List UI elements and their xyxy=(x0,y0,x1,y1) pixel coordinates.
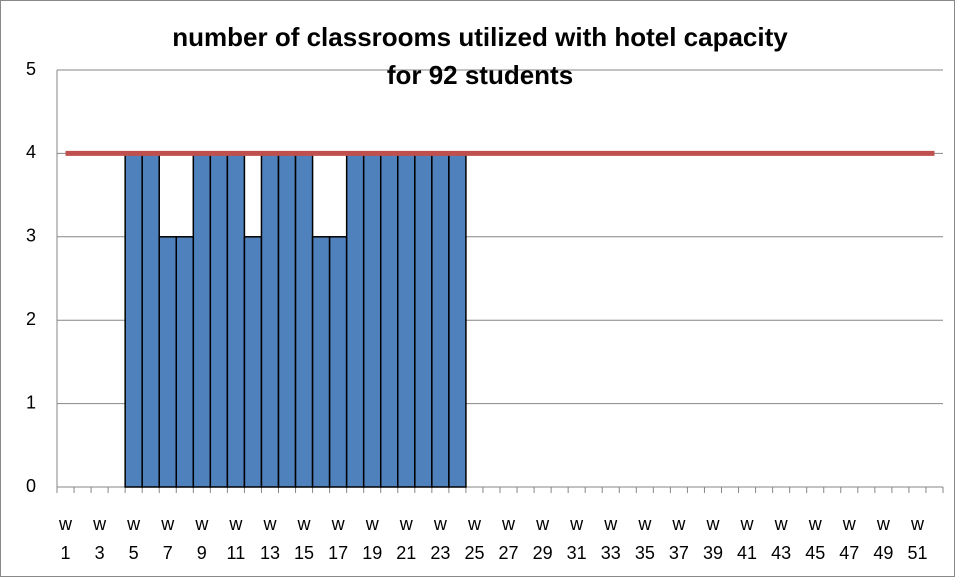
bar xyxy=(294,152,314,488)
x-tick-label: w 7 xyxy=(161,514,175,563)
bar xyxy=(209,152,229,488)
bar xyxy=(175,236,195,488)
bar xyxy=(328,236,348,488)
x-tick-label: w 19 xyxy=(362,514,383,563)
x-tick-label: w 27 xyxy=(498,514,519,563)
bar xyxy=(158,236,178,488)
bar xyxy=(414,152,433,488)
x-tick-label: w 23 xyxy=(430,514,451,563)
x-tick-label: w 17 xyxy=(328,514,349,563)
x-tick-label: w 45 xyxy=(805,514,826,563)
x-tick-label: w 33 xyxy=(600,514,621,563)
x-tick-label: w 3 xyxy=(93,514,107,563)
y-tick-label: 3 xyxy=(26,226,36,246)
bar xyxy=(448,152,467,488)
y-tick-label: 0 xyxy=(26,476,36,496)
x-tick-label: w 29 xyxy=(532,514,553,563)
x-tick-label: w 5 xyxy=(127,514,141,563)
x-tick-label: w 11 xyxy=(226,514,246,563)
x-tick-label: w 47 xyxy=(839,514,860,563)
x-tick-label: w 9 xyxy=(195,514,209,563)
bar xyxy=(192,152,212,488)
y-tick-label: 2 xyxy=(26,309,36,329)
bar xyxy=(243,236,263,488)
bar xyxy=(277,152,297,488)
y-tick-label: 5 xyxy=(26,59,36,79)
bar xyxy=(141,152,160,488)
x-tick-label: w 37 xyxy=(668,514,689,563)
bar xyxy=(431,152,450,488)
x-tick-label: w 13 xyxy=(259,514,280,563)
y-tick-label: 1 xyxy=(26,392,36,412)
bar xyxy=(345,152,365,488)
x-tick-label: w 39 xyxy=(702,514,723,563)
x-tick-label: w 21 xyxy=(396,514,417,563)
x-tick-label: w 15 xyxy=(294,514,315,563)
bar xyxy=(260,152,280,488)
bar xyxy=(379,152,399,488)
x-tick-label: w 49 xyxy=(873,514,894,563)
x-tick-label: w 51 xyxy=(907,514,928,563)
bar xyxy=(124,152,143,488)
x-tick-label: w 35 xyxy=(634,514,655,563)
bar xyxy=(397,152,416,488)
bar xyxy=(226,152,246,488)
bar xyxy=(362,152,382,488)
chart-title: number of classrooms utilized with hotel… xyxy=(172,22,788,90)
y-tick-label: 4 xyxy=(26,142,36,162)
x-tick-label: w 1 xyxy=(59,514,73,563)
bar xyxy=(311,236,331,488)
x-tick-label: w 25 xyxy=(464,514,485,563)
x-tick-label: w 43 xyxy=(771,514,792,563)
x-tick-label: w 41 xyxy=(737,514,758,563)
x-tick-label: w 31 xyxy=(566,514,587,563)
